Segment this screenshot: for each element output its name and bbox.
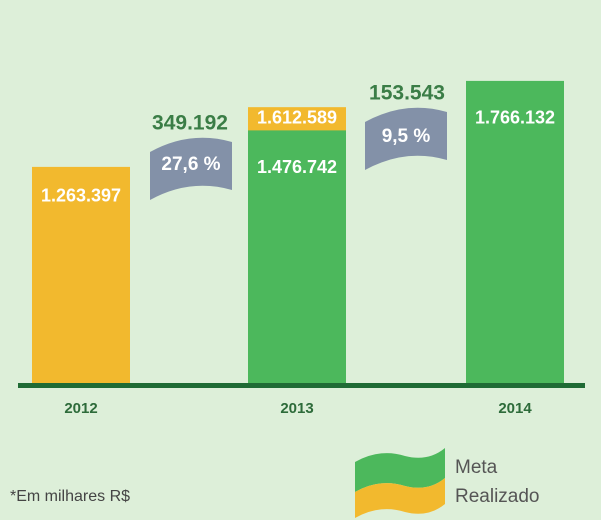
growth-amount: 349.192 <box>152 112 228 135</box>
legend-swatch <box>355 478 445 518</box>
footnote: *Em milhares R$ <box>10 488 130 505</box>
header-band <box>0 0 601 36</box>
growth-amount: 153.543 <box>369 82 445 105</box>
growth-flag <box>365 107 447 170</box>
growth-flag <box>150 137 232 200</box>
x-tick-label: 2013 <box>280 400 313 417</box>
legend-label: Realizado <box>455 486 540 507</box>
baseline <box>18 383 585 388</box>
value-label: 1.612.589 <box>257 108 337 128</box>
growth-percent: 9,5 % <box>382 126 431 147</box>
x-tick-label: 2012 <box>64 400 97 417</box>
legend-label: Meta <box>455 457 498 478</box>
value-label: 1.263.397 <box>41 186 121 206</box>
bar <box>248 130 346 383</box>
growth-percent: 27,6 % <box>161 154 220 175</box>
bar <box>466 80 564 384</box>
value-label: 1.766.132 <box>475 108 555 128</box>
value-label: 1.476.742 <box>257 157 337 177</box>
x-tick-label: 2014 <box>498 400 532 417</box>
bar <box>32 166 130 383</box>
bars <box>32 80 564 384</box>
legend-swatch <box>355 448 445 492</box>
